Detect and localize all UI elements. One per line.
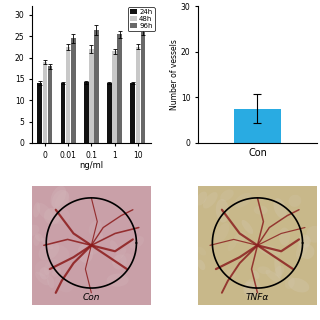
Ellipse shape bbox=[273, 198, 287, 219]
Bar bbox=[43, 62, 47, 143]
Ellipse shape bbox=[52, 190, 69, 211]
Ellipse shape bbox=[50, 207, 70, 224]
Ellipse shape bbox=[215, 223, 229, 243]
Ellipse shape bbox=[33, 235, 40, 246]
Bar bbox=[61, 83, 65, 143]
Ellipse shape bbox=[44, 259, 60, 276]
Bar bbox=[140, 32, 145, 143]
Ellipse shape bbox=[252, 270, 260, 279]
Bar bbox=[94, 30, 99, 143]
Bar bbox=[84, 82, 89, 143]
Ellipse shape bbox=[55, 191, 69, 210]
Ellipse shape bbox=[55, 276, 73, 292]
X-axis label: ng/ml: ng/ml bbox=[79, 161, 103, 170]
Ellipse shape bbox=[228, 240, 236, 251]
Ellipse shape bbox=[288, 278, 309, 292]
Ellipse shape bbox=[25, 225, 39, 236]
Bar bbox=[112, 51, 117, 143]
Ellipse shape bbox=[39, 267, 49, 280]
Ellipse shape bbox=[298, 235, 311, 248]
Ellipse shape bbox=[110, 240, 119, 254]
Text: TNFα: TNFα bbox=[246, 293, 269, 302]
Ellipse shape bbox=[289, 195, 301, 207]
Bar bbox=[130, 83, 135, 143]
Ellipse shape bbox=[52, 268, 61, 277]
Ellipse shape bbox=[257, 266, 271, 274]
Ellipse shape bbox=[89, 220, 101, 235]
Ellipse shape bbox=[78, 244, 93, 263]
Ellipse shape bbox=[107, 274, 129, 287]
Ellipse shape bbox=[51, 186, 66, 208]
Ellipse shape bbox=[259, 245, 281, 256]
Ellipse shape bbox=[254, 206, 268, 215]
Ellipse shape bbox=[306, 226, 320, 243]
Ellipse shape bbox=[112, 254, 127, 269]
Ellipse shape bbox=[226, 269, 236, 279]
Ellipse shape bbox=[265, 270, 282, 283]
Ellipse shape bbox=[296, 237, 309, 259]
Ellipse shape bbox=[279, 228, 290, 245]
Y-axis label: Number of vessels: Number of vessels bbox=[170, 39, 179, 110]
Text: Con: Con bbox=[83, 293, 100, 302]
Ellipse shape bbox=[285, 276, 295, 289]
Ellipse shape bbox=[197, 247, 206, 256]
Ellipse shape bbox=[112, 248, 126, 264]
Ellipse shape bbox=[203, 192, 218, 209]
Ellipse shape bbox=[130, 236, 144, 249]
Ellipse shape bbox=[47, 276, 55, 288]
Bar bbox=[107, 83, 112, 143]
Ellipse shape bbox=[35, 260, 52, 276]
Ellipse shape bbox=[300, 244, 315, 259]
Ellipse shape bbox=[92, 232, 103, 245]
Ellipse shape bbox=[243, 282, 259, 297]
Ellipse shape bbox=[35, 233, 43, 242]
Ellipse shape bbox=[216, 199, 229, 222]
Ellipse shape bbox=[234, 232, 247, 243]
Bar bbox=[37, 83, 42, 143]
Bar bbox=[89, 49, 94, 143]
Ellipse shape bbox=[274, 258, 282, 279]
Ellipse shape bbox=[35, 272, 49, 285]
Ellipse shape bbox=[242, 220, 253, 234]
Bar bbox=[71, 38, 76, 143]
Ellipse shape bbox=[41, 238, 53, 249]
Bar bbox=[48, 66, 52, 143]
Ellipse shape bbox=[196, 192, 207, 205]
Bar bbox=[135, 47, 140, 143]
Bar bbox=[234, 109, 281, 143]
Ellipse shape bbox=[275, 266, 284, 276]
Ellipse shape bbox=[220, 189, 234, 201]
Ellipse shape bbox=[120, 253, 134, 267]
Ellipse shape bbox=[234, 193, 252, 208]
Ellipse shape bbox=[244, 279, 261, 296]
Ellipse shape bbox=[36, 203, 53, 220]
Ellipse shape bbox=[49, 245, 69, 263]
Legend: 24h, 48h, 96h: 24h, 48h, 96h bbox=[128, 7, 155, 31]
Ellipse shape bbox=[197, 260, 205, 270]
Bar bbox=[66, 47, 70, 143]
Ellipse shape bbox=[33, 202, 40, 218]
Ellipse shape bbox=[87, 241, 100, 255]
Bar bbox=[117, 34, 122, 143]
Ellipse shape bbox=[44, 208, 61, 225]
Ellipse shape bbox=[38, 242, 59, 260]
